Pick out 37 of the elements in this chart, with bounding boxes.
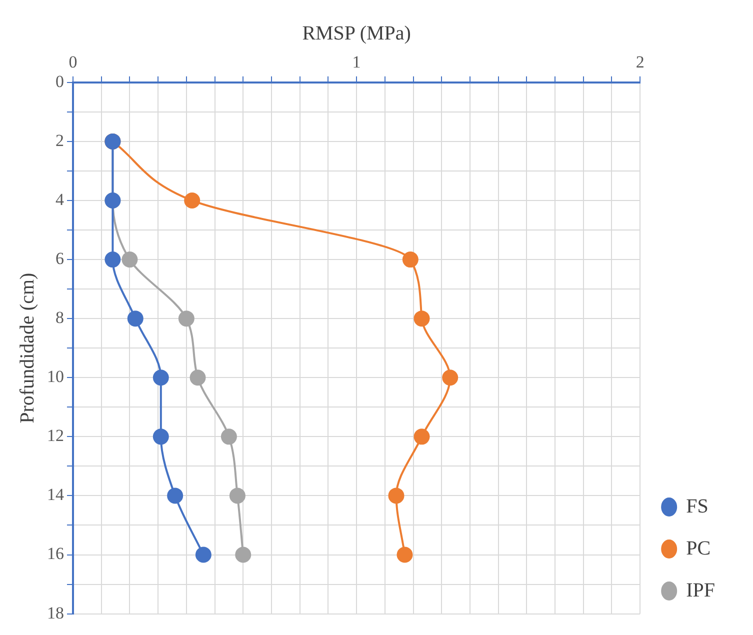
- point: [184, 192, 200, 208]
- point: [220, 428, 237, 445]
- point: [190, 370, 206, 386]
- point: [229, 488, 246, 504]
- point: [195, 546, 212, 563]
- y-tick-label: 4: [56, 190, 64, 209]
- point: [235, 546, 252, 563]
- y-tick-label: 14: [47, 485, 64, 504]
- point: [442, 370, 458, 386]
- point: [122, 252, 138, 268]
- y-tick-label: 16: [47, 544, 64, 564]
- y-tick-label: 6: [56, 249, 64, 268]
- legend-label: FS: [686, 495, 708, 518]
- point: [104, 252, 121, 268]
- x-tick-label: 0: [68, 52, 78, 72]
- point: [127, 310, 144, 327]
- y-tick-label: 10: [47, 367, 64, 386]
- point: [414, 428, 430, 445]
- point: [178, 310, 194, 327]
- point: [402, 252, 418, 268]
- x-axis-title: RMSP (MPa): [302, 22, 411, 44]
- y-tick-label: 8: [56, 308, 64, 328]
- y-tick-label: 0: [56, 72, 64, 91]
- point: [152, 428, 169, 445]
- legend-label: PC: [686, 537, 711, 560]
- point: [388, 488, 404, 504]
- point: [414, 310, 430, 327]
- legend-label: IPF: [686, 579, 715, 602]
- y-tick-label: 12: [47, 426, 64, 446]
- point: [167, 488, 184, 504]
- y-tick-label: 18: [47, 603, 64, 622]
- y-axis-title: Profundidade (cm): [16, 272, 38, 424]
- y-tick-label: 2: [56, 130, 64, 150]
- point: [152, 370, 169, 386]
- x-tick-label: 2: [636, 52, 644, 72]
- x-tick-label: 1: [352, 52, 361, 72]
- point: [396, 546, 413, 563]
